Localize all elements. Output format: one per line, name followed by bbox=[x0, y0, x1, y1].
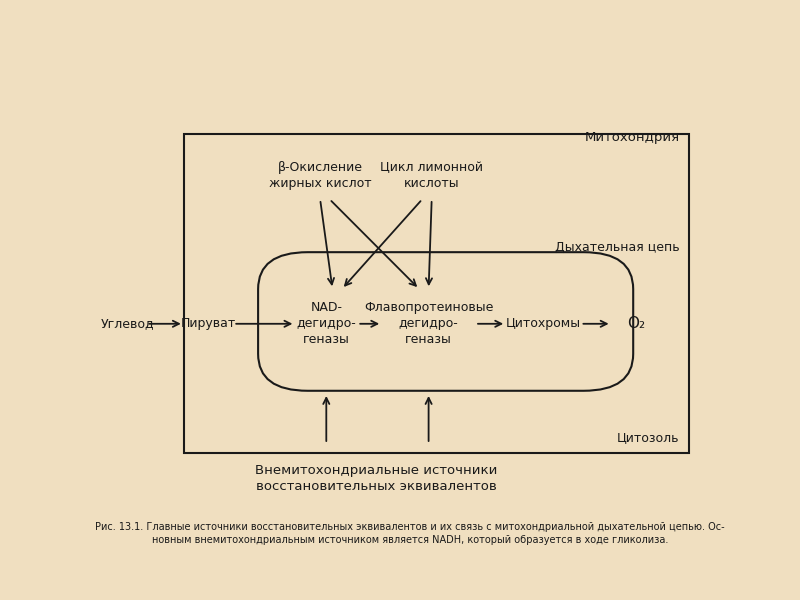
Text: Внемитохондриальные источники
восстановительных эквивалентов: Внемитохондриальные источники восстанови… bbox=[254, 464, 497, 493]
Text: NAD-
дегидро-
геназы: NAD- дегидро- геназы bbox=[297, 301, 356, 346]
Text: Дыхательная цепь: Дыхательная цепь bbox=[555, 241, 680, 254]
Text: Цитохромы: Цитохромы bbox=[506, 317, 581, 330]
Text: Рис. 13.1. Главные источники восстановительных эквивалентов и их связь с митохон: Рис. 13.1. Главные источники восстановит… bbox=[95, 523, 725, 545]
Text: Митохондрия: Митохондрия bbox=[585, 131, 680, 143]
Text: Цитозоль: Цитозоль bbox=[618, 431, 680, 444]
Text: О₂: О₂ bbox=[627, 316, 646, 331]
Text: Пируват: Пируват bbox=[181, 317, 236, 330]
Text: Флавопротеиновые
дегидро-
геназы: Флавопротеиновые дегидро- геназы bbox=[364, 301, 494, 346]
Text: β-Окисление
жирных кислот: β-Окисление жирных кислот bbox=[269, 161, 371, 190]
Text: Цикл лимонной
кислоты: Цикл лимонной кислоты bbox=[380, 161, 483, 190]
Text: Углевод: Углевод bbox=[101, 317, 154, 330]
